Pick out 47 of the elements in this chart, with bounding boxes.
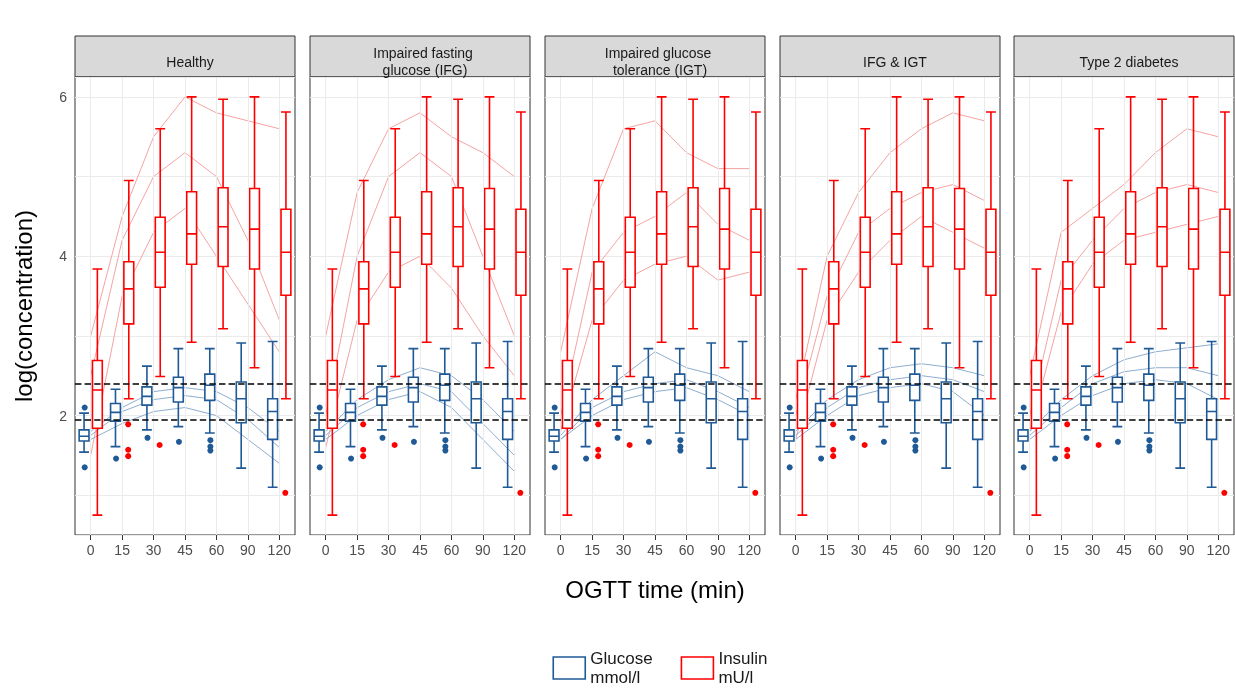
- x-tick-label: 0: [791, 542, 800, 558]
- x-tick-label: 30: [145, 542, 162, 558]
- x-tick-label: 15: [819, 542, 836, 558]
- chart-title: Impaired fasting glucose (IFG): [373, 45, 477, 78]
- x-tick-label: 45: [177, 542, 193, 558]
- y-tick-label: 6: [59, 88, 68, 105]
- chart-title: Impaired glucose tolerance (IGT): [604, 45, 716, 78]
- x-tick-label: 45: [1116, 542, 1132, 558]
- x-tick-label: 30: [380, 542, 397, 558]
- x-tick-label: 0: [556, 542, 565, 558]
- x-tick-label: 15: [584, 542, 601, 558]
- x-tick-label: 60: [443, 542, 460, 558]
- x-tick-label: 90: [710, 542, 726, 558]
- x-tick-label: 60: [208, 542, 225, 558]
- x-tick-label: 90: [945, 542, 961, 558]
- x-tick-label: 120: [267, 542, 292, 558]
- y-tick-label: 4: [59, 248, 68, 265]
- x-tick-label: 30: [1084, 542, 1101, 558]
- x-tick-label: 120: [502, 542, 527, 558]
- x-tick-label: 90: [1179, 542, 1195, 558]
- x-tick-label: 30: [850, 542, 867, 558]
- x-tick-label: 45: [647, 542, 663, 558]
- y-axis-title: log(concentration): [9, 209, 37, 403]
- x-tick-label: 0: [321, 542, 330, 558]
- chart-title: Healthy: [166, 53, 214, 70]
- x-tick-label: 60: [913, 542, 930, 558]
- x-tick-label: 45: [412, 542, 428, 558]
- legend-label: Glucose mmol/l: [590, 649, 653, 687]
- x-axis-title: OGTT time (min): [565, 575, 745, 603]
- x-tick-label: 15: [114, 542, 131, 558]
- x-tick-label: 60: [1147, 542, 1164, 558]
- legend-label: Insulin mU/l: [718, 649, 768, 687]
- x-tick-label: 15: [349, 542, 366, 558]
- x-tick-label: 45: [882, 542, 898, 558]
- x-tick-label: 120: [1206, 542, 1231, 558]
- x-tick-label: 30: [615, 542, 632, 558]
- x-tick-label: 120: [972, 542, 997, 558]
- x-tick-label: 90: [240, 542, 256, 558]
- x-tick-label: 120: [737, 542, 762, 558]
- y-tick-label: 2: [59, 407, 68, 424]
- x-tick-label: 15: [1053, 542, 1070, 558]
- chart-title: Type 2 diabetes: [1079, 53, 1179, 70]
- x-tick-label: 0: [1025, 542, 1034, 558]
- x-tick-label: 90: [475, 542, 491, 558]
- x-tick-label: 60: [678, 542, 695, 558]
- chart-title: IFG & IGT: [863, 53, 928, 70]
- x-tick-label: 0: [86, 542, 95, 558]
